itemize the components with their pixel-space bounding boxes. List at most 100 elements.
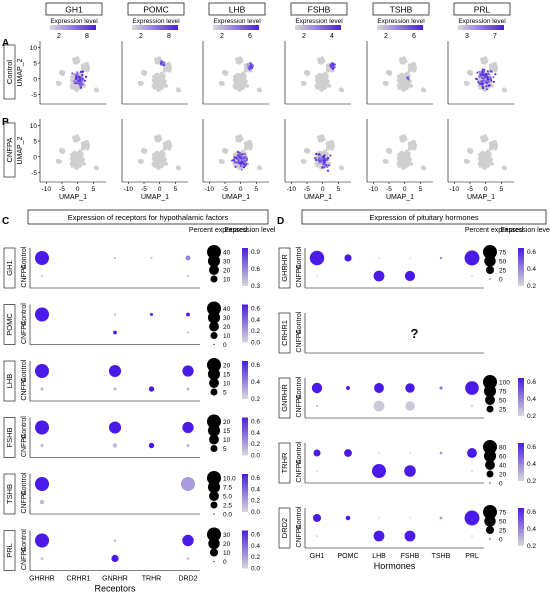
dotplot-gene-label: DRD2 <box>280 518 289 538</box>
dot-control-crhr1 <box>78 483 79 485</box>
dot-cnfpa-tshb <box>440 535 442 537</box>
umap-expressing-cell <box>478 75 481 78</box>
legend-color-label: 0.6 <box>527 444 536 451</box>
legend-size-dot <box>210 388 218 396</box>
umap-cell <box>483 151 488 156</box>
umap-expressing-cell <box>319 154 322 157</box>
umap-cell <box>73 136 78 141</box>
dot-cnfpa-gnrhr <box>113 387 117 391</box>
legend-percent-title: Percent expressed <box>189 227 247 234</box>
legend-size-label: 75 <box>499 510 507 517</box>
legend-color-label: 0.3 <box>251 283 260 290</box>
legend-size-dot <box>209 321 219 332</box>
legend-color-label: 0.2 <box>251 554 260 561</box>
umap-cell <box>467 71 472 76</box>
umap-legend-title: Expression level <box>132 18 180 25</box>
dot-cnfpa-gh1 <box>316 340 318 342</box>
legend-size-dot <box>483 384 497 398</box>
legend-size-label: 0 <box>499 277 503 284</box>
umap-cell <box>141 149 146 154</box>
umap-cell <box>168 66 172 71</box>
umap-expressing-cell <box>485 73 488 76</box>
umap-expressing-cell <box>160 61 163 64</box>
legend-size-label: 5.0 <box>223 494 232 501</box>
x-category-label: PRL <box>465 553 479 560</box>
dot-control-fshb <box>409 322 411 324</box>
dot-control-gnrhr <box>113 256 117 260</box>
umap-expressing-cell <box>326 169 330 172</box>
umap-cell <box>80 161 85 166</box>
umap-cell <box>157 151 162 156</box>
umap-expressing-cell <box>238 154 241 157</box>
legend-color-label: 0.2 <box>527 413 536 420</box>
legend-color-label: 0.2 <box>251 396 260 403</box>
umap-expressing-cell <box>237 156 240 160</box>
panel-label-c: C <box>2 216 9 227</box>
umap-cell <box>75 151 80 156</box>
umap-expressing-cell <box>488 80 491 83</box>
umap-cell <box>77 157 81 162</box>
dot-cnfpa-crhr1 <box>78 275 79 277</box>
dot-cnfpa-trhr <box>148 386 155 392</box>
umap-legend-title: Expression level <box>295 18 343 25</box>
umap-expressing-cell <box>84 75 88 78</box>
dot-cnfpa-gnrhr <box>114 501 116 503</box>
umap-cell <box>304 71 309 76</box>
panel-label-d: D <box>277 216 284 227</box>
legend-size-label: 20 <box>223 541 231 548</box>
x-axis-title: Receptors <box>94 584 136 592</box>
dot-control-trhr <box>151 483 152 485</box>
umap-expressing-cell <box>331 62 335 65</box>
umap-cell <box>57 160 62 164</box>
umap-x-tick-label: -10 <box>369 186 379 193</box>
dot-cnfpa-ghrhr <box>40 557 44 560</box>
legend-size-label: 20 <box>223 324 231 331</box>
dot-cnfpa-trhr <box>151 275 152 277</box>
legend-size-label: 2.5 <box>223 503 232 510</box>
dot-control-pomc <box>344 254 352 262</box>
dot-control-trhr <box>151 427 152 428</box>
dot-control-ghrhr <box>35 420 49 435</box>
dot-cnfpa-drd2 <box>186 443 190 448</box>
legend-size-dot <box>210 501 218 509</box>
dot-control-pomc <box>345 515 351 521</box>
legend-color-label: 0.0 <box>251 453 260 460</box>
legend-size-dot <box>207 367 221 381</box>
dot-control-gnrhr <box>114 483 116 485</box>
umap-legend-tick-high: 7 <box>493 33 497 40</box>
legend-color-label: 0.4 <box>251 379 260 386</box>
legend-size-label: 20 <box>223 419 231 426</box>
legend-size-dot <box>210 275 218 283</box>
x-category-label: DRD2 <box>178 576 197 583</box>
umap-cell <box>304 149 309 154</box>
umap-x-label: UMAP_1 <box>304 194 332 201</box>
dotplot-group-label: CNFPA <box>21 547 28 571</box>
panel-label-b: B <box>2 117 9 128</box>
umap-gene-box <box>45 2 103 16</box>
legend-color-bar <box>518 508 524 546</box>
legend-size-label: 50 <box>499 259 507 266</box>
umap-cell <box>317 81 322 85</box>
legend-size-dot <box>207 358 221 372</box>
legend-color-label: 0.4 <box>527 461 536 468</box>
umap-x-tick-label: -5 <box>467 186 473 193</box>
legend-size-label: 10 <box>223 381 231 388</box>
x-category-label: GH1 <box>310 553 325 560</box>
umap-expressing-cell <box>485 75 488 78</box>
umap-x-tick-label: 5 <box>500 186 504 193</box>
dot-control-tshb <box>439 386 443 390</box>
umap-expressing-cell <box>485 88 488 91</box>
umap-x-tick-label: -5 <box>386 186 392 193</box>
umap-expressing-cell <box>323 161 326 164</box>
legend-color-label: 0.2 <box>527 478 536 485</box>
dot-control-lhb <box>378 452 380 454</box>
legend-color-label: 0.2 <box>527 283 536 290</box>
umap-legend-tick-low: 2 <box>220 33 224 40</box>
umap-cell <box>155 58 160 63</box>
dotplot-group-label: CNFPA <box>296 264 303 288</box>
legend-color-label: 0.6 <box>251 362 260 369</box>
legend-size-dot <box>207 254 221 268</box>
umap-x-tick-label: -10 <box>450 186 460 193</box>
dotplot-group-label: Control <box>296 246 303 269</box>
dotplot-group-label: Control <box>21 359 28 382</box>
